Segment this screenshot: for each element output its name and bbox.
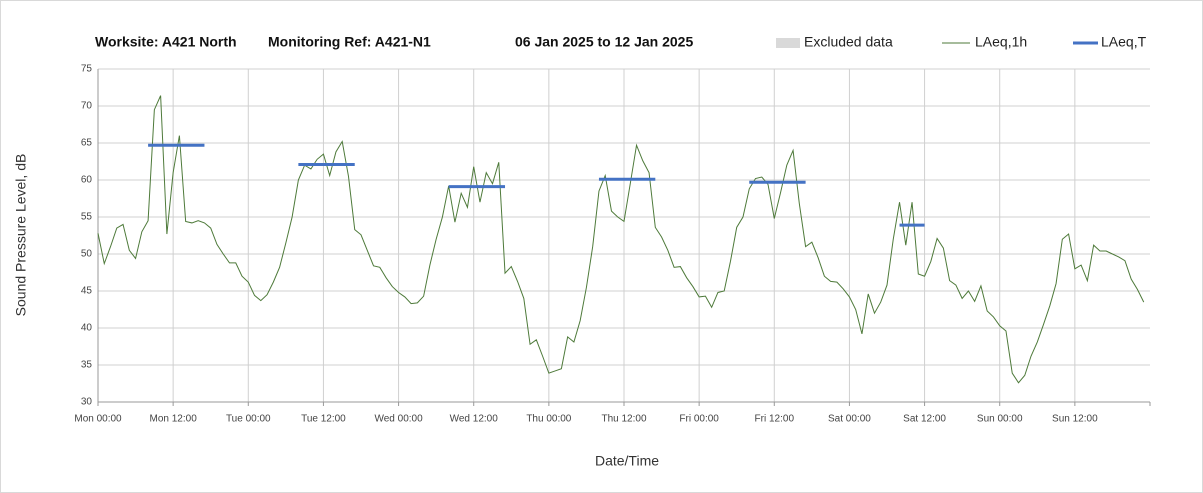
legend-label: LAeq,T [1101,34,1147,50]
x-tick-label: Sun 12:00 [1052,414,1098,425]
y-tick-label: 65 [81,138,93,149]
legend-label: LAeq,1h [975,34,1027,50]
y-tick-label: 75 [81,64,93,75]
x-tick-label: Fri 00:00 [679,414,719,425]
x-tick-label: Sat 12:00 [903,414,946,425]
x-tick-label: Sat 00:00 [828,414,871,425]
y-tick-label: 40 [81,323,93,334]
y-tick-label: 30 [81,397,93,408]
y-tick-label: 70 [81,101,93,112]
title-dates: 06 Jan 2025 to 12 Jan 2025 [515,34,693,50]
x-tick-label: Thu 12:00 [601,414,646,425]
title-worksite: Worksite: A421 North [95,34,237,50]
x-tick-label: Mon 00:00 [74,414,122,425]
x-tick-label: Tue 00:00 [226,414,271,425]
y-tick-label: 55 [81,212,93,223]
legend-label: Excluded data [804,34,893,50]
x-tick-label: Tue 12:00 [301,414,346,425]
title-ref: Monitoring Ref: A421-N1 [268,34,431,50]
x-tick-label: Sun 00:00 [977,414,1023,425]
x-tick-label: Wed 12:00 [450,414,499,425]
x-tick-label: Wed 00:00 [374,414,423,425]
y-tick-label: 60 [81,175,93,186]
legend-swatch [776,38,800,48]
y-tick-label: 50 [81,249,93,260]
x-tick-label: Fri 12:00 [755,414,795,425]
x-axis-label: Date/Time [595,453,659,469]
x-tick-label: Mon 12:00 [150,414,198,425]
y-tick-label: 35 [81,360,93,371]
laeq-1h-line [97,95,1145,384]
y-axis-label: Sound Pressure Level, dB [13,154,29,317]
x-tick-label: Thu 00:00 [526,414,571,425]
y-tick-label: 45 [81,286,93,297]
